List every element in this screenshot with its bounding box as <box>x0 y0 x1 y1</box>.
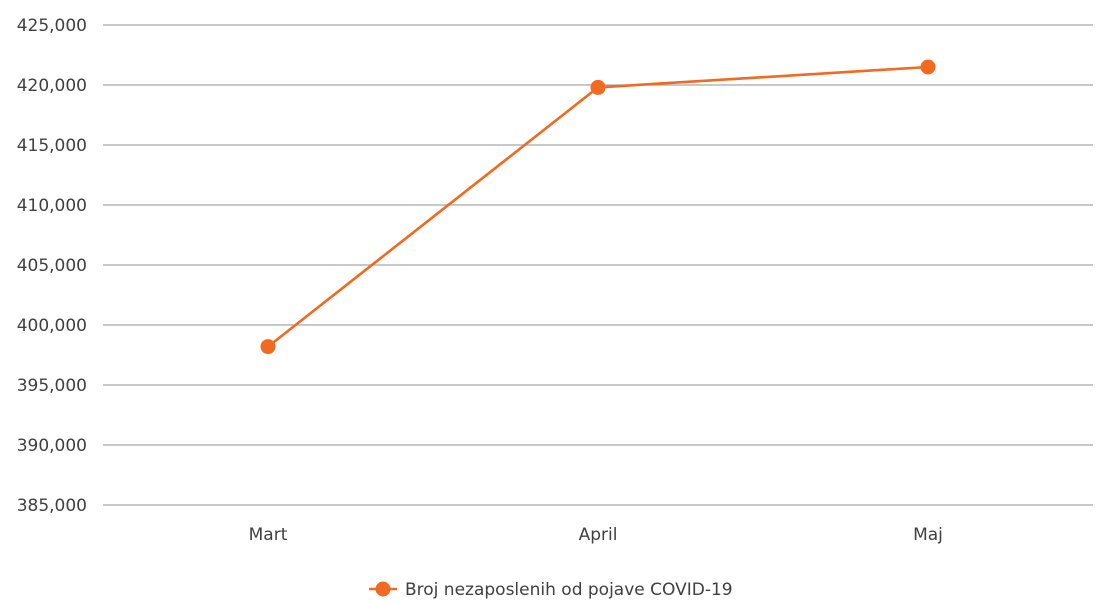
y-tick-label: 400,000 <box>17 316 87 336</box>
x-tick-label: Maj <box>913 525 943 545</box>
y-tick-label: 405,000 <box>17 256 87 276</box>
y-axis-ticks: 385,000 390,000 395,000 400,000 405,000 410,0… <box>17 16 87 516</box>
series-line <box>267 65 929 348</box>
series-group <box>260 59 936 355</box>
legend-point-marker <box>375 581 391 597</box>
data-point <box>260 339 276 355</box>
y-tick-label: 390,000 <box>17 436 87 456</box>
x-axis-ticks: Mart April Maj <box>249 525 943 545</box>
x-tick-label: April <box>579 525 618 545</box>
y-tick-label: 385,000 <box>17 496 87 516</box>
y-tick-label: 415,000 <box>17 136 87 156</box>
legend-label: Broj nezaposlenih od pojave COVID-19 <box>405 580 733 599</box>
data-point <box>590 79 606 95</box>
y-tick-label: 395,000 <box>17 376 87 396</box>
data-point <box>920 59 936 75</box>
y-tick-label: 410,000 <box>17 196 87 216</box>
y-tick-label: 420,000 <box>17 76 87 96</box>
y-tick-label: 425,000 <box>17 16 87 36</box>
legend: Broj nezaposlenih od pojave COVID-19 <box>369 580 733 600</box>
x-tick-label: Mart <box>249 525 288 545</box>
gridlines <box>103 24 1093 506</box>
